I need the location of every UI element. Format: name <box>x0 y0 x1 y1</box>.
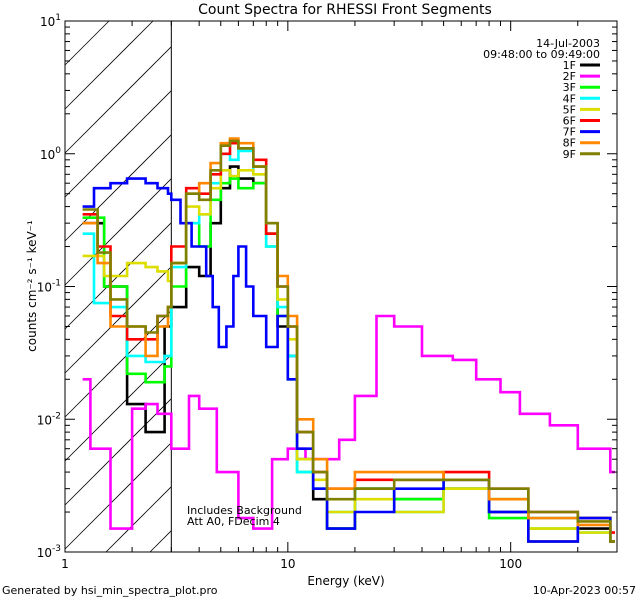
hatch-line <box>64 20 110 66</box>
y-tick-label: 101 <box>40 13 61 29</box>
legend-label-9F: 9F <box>563 148 576 161</box>
y-tick-label: 10-2 <box>37 411 61 427</box>
legend-label-8F: 8F <box>563 137 576 150</box>
date-label: 14-Jul-2003 <box>536 37 600 50</box>
annotation-background: Includes Background <box>187 504 302 517</box>
legend-label-1F: 1F <box>563 59 576 72</box>
hatch-line <box>105 486 172 553</box>
hatch-line <box>64 442 172 550</box>
series-line-4F <box>82 149 615 543</box>
footer-timestamp: 10-Apr-2023 00:57 <box>533 584 636 597</box>
y-tick-label: 10-1 <box>37 279 61 295</box>
plot-frame <box>64 20 618 553</box>
y-axis-label: counts cm⁻² s⁻¹ keV⁻¹ <box>25 220 39 352</box>
series-line-9F <box>82 139 615 543</box>
series-line-3F <box>82 177 615 543</box>
x-axis-label: Energy (keV) <box>307 574 384 588</box>
x-tick-label: 10 <box>280 557 295 571</box>
hatch-line <box>64 266 172 374</box>
hatch-line <box>64 310 172 418</box>
hatch-line <box>64 20 154 110</box>
series-line-7F <box>82 177 615 543</box>
x-tick-label: 1 <box>61 557 69 571</box>
hatch-line <box>149 530 172 553</box>
hatch-line <box>64 46 172 154</box>
series-line-2F <box>82 314 615 530</box>
legend-label-2F: 2F <box>563 70 576 83</box>
hatch-line <box>64 178 172 286</box>
series-line-8F <box>82 137 615 543</box>
legend-label-7F: 7F <box>563 126 576 139</box>
series-lines <box>82 137 615 543</box>
hatch-line <box>64 354 172 462</box>
y-tick-label: 10-3 <box>37 544 61 560</box>
x-tick-label: 100 <box>499 557 522 571</box>
legend-label-4F: 4F <box>563 92 576 105</box>
hatch-line <box>64 90 172 198</box>
legend-label-6F: 6F <box>563 115 576 128</box>
chart-title: Count Spectra for RHESSI Front Segments <box>198 2 492 18</box>
footer-generated-by: Generated by hsi_min_spectra_plot.pro <box>2 584 218 597</box>
annotation-attenuator: Att A0, FDecim 4 <box>187 515 280 528</box>
time-range-label: 09:48:00 to 09:49:00 <box>483 48 600 61</box>
y-tick-label: 100 <box>40 146 61 162</box>
series-line-5F <box>82 169 615 543</box>
legend-label-3F: 3F <box>563 81 576 94</box>
hatch-line <box>64 134 172 242</box>
legend-label-5F: 5F <box>563 103 576 116</box>
series-line-6F <box>82 141 615 534</box>
hatch-line <box>64 398 172 506</box>
axes: 1 10 100 10-3 10-2 10-1 100 101 <box>37 13 618 571</box>
series-line-1F <box>82 165 615 543</box>
